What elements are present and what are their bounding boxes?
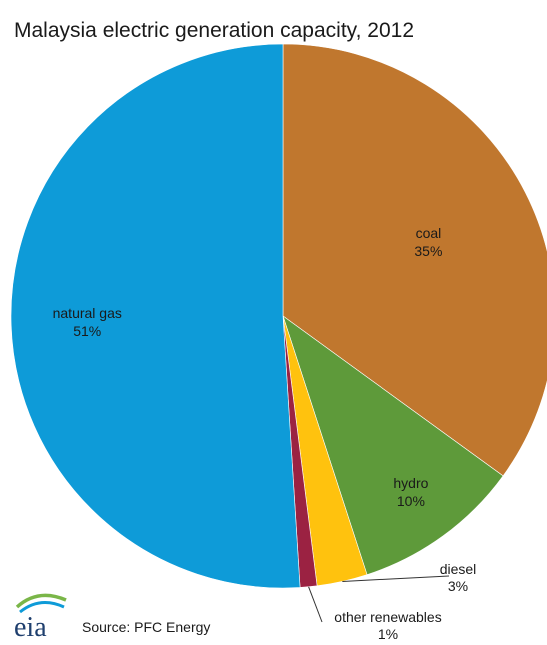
slice-label-other-renewables: other renewables bbox=[334, 609, 441, 625]
eia-logo: eia bbox=[14, 593, 67, 643]
leader-line-diesel bbox=[342, 575, 450, 582]
logo-arc-green-icon bbox=[15, 593, 67, 609]
slice-label-hydro: hydro bbox=[393, 475, 428, 491]
slice-natural-gas bbox=[10, 43, 301, 589]
leader-line-other-renewables bbox=[308, 586, 323, 623]
slice-hydro bbox=[282, 315, 504, 576]
slice-label-coal: coal bbox=[416, 225, 442, 241]
slice-label-diesel: diesel bbox=[440, 561, 477, 577]
chart-title: Malaysia electric generation capacity, 2… bbox=[14, 19, 414, 42]
leader-lines bbox=[308, 575, 450, 623]
logo-arc-blue-icon bbox=[19, 601, 65, 614]
slice-value-coal: 35% bbox=[414, 243, 442, 259]
slice-label-natural-gas: natural gas bbox=[53, 305, 122, 321]
slice-value-diesel: 3% bbox=[448, 578, 468, 594]
slice-value-other-renewables: 1% bbox=[378, 626, 398, 642]
pie-slices bbox=[10, 43, 547, 589]
slice-coal bbox=[282, 43, 547, 477]
slice-value-natural-gas: 51% bbox=[73, 323, 101, 339]
eia-logo-text: eia bbox=[14, 612, 47, 643]
source-note: Source: PFC Energy bbox=[82, 619, 210, 635]
slice-value-hydro: 10% bbox=[397, 493, 425, 509]
